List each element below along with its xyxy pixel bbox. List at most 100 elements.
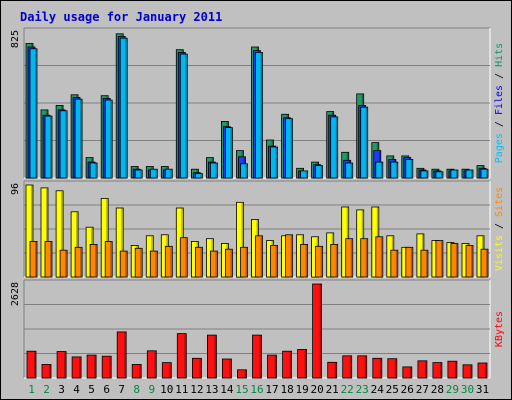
bar-sites-day-11 bbox=[179, 237, 188, 278]
x-tick-label-day-4: 4 bbox=[73, 383, 80, 396]
bar-pages-day-12 bbox=[194, 173, 203, 179]
bar-pages-day-1 bbox=[29, 48, 38, 179]
bar-shade bbox=[200, 174, 202, 178]
bar-sites-day-27 bbox=[420, 249, 429, 278]
bar-shade bbox=[124, 332, 126, 378]
chart-title: Daily usage for January 2011 bbox=[20, 10, 222, 24]
bar-shade bbox=[65, 250, 67, 277]
bar-shade bbox=[46, 188, 48, 277]
bar-kbytes-day-8 bbox=[131, 363, 142, 379]
bar-sites-day-20 bbox=[315, 245, 324, 278]
bar-shade bbox=[350, 239, 353, 277]
bar-sites-day-2 bbox=[44, 241, 53, 278]
bar-shade bbox=[410, 159, 413, 178]
bar-kbytes-day-7 bbox=[116, 331, 127, 379]
bar-shade bbox=[125, 38, 127, 178]
bar-visits-day-3 bbox=[55, 190, 64, 278]
bar-shade bbox=[319, 284, 322, 378]
x-axis-labels: 1 2 3 4 5 6 7 8 9 10 11 12 13 14 15 16 17 18 19 20 21 22 23 24 2… bbox=[28, 383, 489, 396]
bar-shade bbox=[259, 335, 261, 378]
bar-sites-day-3 bbox=[59, 249, 68, 278]
bar-sites-day-29 bbox=[450, 243, 459, 278]
bar-shade bbox=[230, 128, 232, 178]
bar-shade bbox=[215, 251, 217, 277]
bar-shade bbox=[455, 170, 458, 178]
bar-pages-day-25 bbox=[390, 161, 399, 179]
bar-shade bbox=[260, 236, 262, 277]
x-tick-label-day-18: 18 bbox=[280, 383, 293, 396]
bar-shade bbox=[305, 171, 308, 178]
bar-shade bbox=[140, 170, 142, 178]
bar-kbytes-day-15 bbox=[237, 369, 247, 379]
legend-entry: Visits bbox=[494, 235, 505, 271]
bar-shade bbox=[80, 247, 82, 277]
bar-shade bbox=[380, 237, 383, 277]
bar-shade bbox=[305, 244, 308, 277]
bar-visits-day-4 bbox=[70, 211, 79, 278]
bar-shade bbox=[50, 242, 52, 277]
bar-shade bbox=[50, 116, 52, 178]
bar-pages-day-19 bbox=[300, 170, 309, 179]
bar-shade bbox=[425, 250, 428, 277]
panel-bottom: 2628 KBytes bbox=[10, 279, 505, 379]
bar-shade bbox=[80, 99, 82, 178]
bar-shade bbox=[260, 52, 262, 178]
bar-shade bbox=[440, 241, 443, 277]
bar-shade bbox=[290, 235, 293, 277]
legend-entry: / bbox=[494, 115, 505, 133]
bar-sites-day-17 bbox=[270, 244, 278, 278]
bar-shade bbox=[169, 363, 171, 378]
bar-shade bbox=[334, 362, 337, 378]
bar-shade bbox=[155, 169, 157, 178]
x-tick-label-day-14: 14 bbox=[220, 383, 234, 396]
bar-pages-day-16 bbox=[255, 52, 263, 179]
bar-shade bbox=[34, 351, 36, 378]
panel-middle: 96 Visits / Sites bbox=[10, 180, 505, 278]
bar-pages-day-29 bbox=[450, 169, 459, 179]
bar-kbytes-day-10 bbox=[161, 362, 172, 379]
bar-visits-day-6 bbox=[100, 197, 109, 278]
bar-shade bbox=[241, 202, 243, 277]
bar-shade bbox=[486, 169, 488, 178]
bar-shade bbox=[350, 163, 353, 178]
bar-shade bbox=[170, 246, 172, 277]
bar-shade bbox=[140, 248, 142, 277]
bar-kbytes-day-1 bbox=[26, 350, 37, 379]
bar-shade bbox=[94, 355, 96, 378]
bar-shade bbox=[170, 169, 172, 178]
bar-pages-day-24 bbox=[375, 161, 384, 179]
bar-shade bbox=[410, 247, 413, 277]
x-tick-label-day-1: 1 bbox=[28, 383, 35, 396]
bar-sites-day-12 bbox=[194, 246, 203, 278]
bar-shade bbox=[320, 246, 323, 277]
bar-sites-day-19 bbox=[300, 243, 309, 278]
bar-pages-day-31 bbox=[480, 168, 489, 179]
bar-pages-day-15 bbox=[240, 163, 248, 179]
bar-kbytes-day-22 bbox=[342, 355, 353, 379]
bar-kbytes-day-21 bbox=[327, 361, 338, 379]
bar-shade bbox=[245, 247, 247, 277]
x-tick-label-day-28: 28 bbox=[431, 383, 444, 396]
bar-pages-day-7 bbox=[119, 37, 128, 179]
bar-kbytes-day-29 bbox=[447, 360, 458, 379]
x-tick-label-day-9: 9 bbox=[148, 383, 155, 396]
bar-sites-day-26 bbox=[405, 246, 414, 278]
bar-shade bbox=[439, 363, 442, 378]
bar-kbytes-day-3 bbox=[56, 351, 67, 379]
bar-pages-day-28 bbox=[435, 171, 444, 179]
bar-kbytes-day-4 bbox=[71, 356, 82, 379]
bar-visits-day-1 bbox=[25, 184, 34, 278]
bar-kbytes-day-28 bbox=[432, 362, 443, 379]
bar-shade bbox=[289, 351, 292, 378]
bar-shade bbox=[64, 352, 66, 378]
bar-kbytes-day-17 bbox=[267, 354, 277, 379]
x-tick-label-day-7: 7 bbox=[118, 383, 125, 396]
bar-shade bbox=[95, 163, 97, 178]
x-tick-label-day-2: 2 bbox=[43, 383, 50, 396]
bar-sites-day-6 bbox=[104, 241, 113, 278]
bar-shade bbox=[409, 367, 412, 378]
bar-kbytes-day-16 bbox=[252, 334, 262, 379]
bar-visits-day-7 bbox=[115, 207, 124, 278]
bar-sites-day-16 bbox=[255, 235, 263, 278]
bar-shade bbox=[471, 245, 473, 277]
